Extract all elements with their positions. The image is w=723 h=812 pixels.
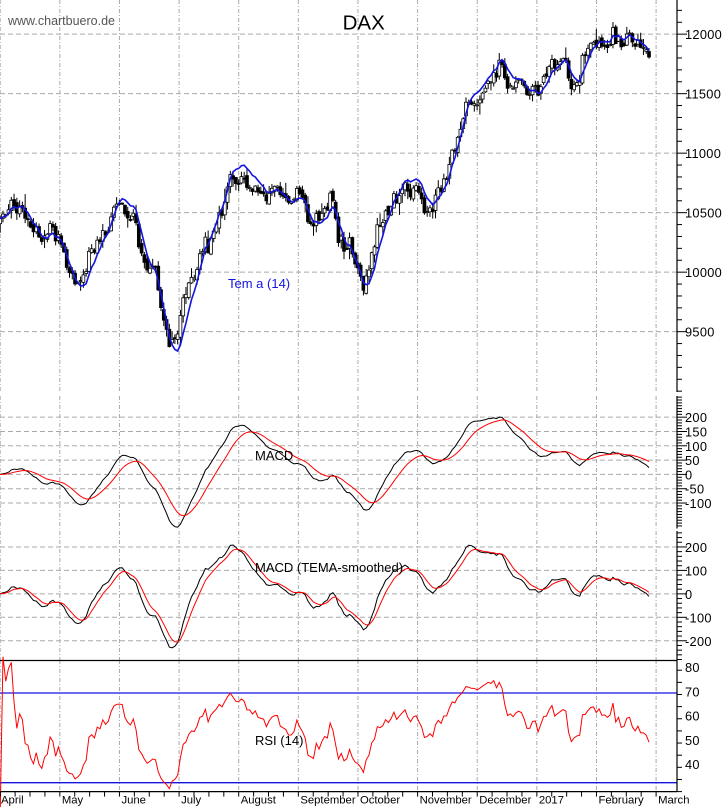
svg-text:200: 200 bbox=[685, 410, 707, 425]
svg-text:11500: 11500 bbox=[685, 87, 721, 102]
svg-text:2017: 2017 bbox=[539, 795, 564, 807]
svg-text:9500: 9500 bbox=[685, 325, 715, 340]
svg-text:70: 70 bbox=[685, 684, 700, 699]
svg-text:10500: 10500 bbox=[685, 206, 722, 221]
svg-text:December: December bbox=[479, 795, 531, 807]
svg-text:June: June bbox=[121, 795, 146, 807]
svg-text:200: 200 bbox=[685, 540, 707, 555]
svg-text:100: 100 bbox=[685, 439, 707, 454]
svg-text:October: October bbox=[360, 795, 400, 807]
svg-text:July: July bbox=[181, 795, 201, 807]
svg-text:DAX: DAX bbox=[343, 12, 385, 35]
svg-text:50: 50 bbox=[685, 453, 700, 468]
svg-text:April: April bbox=[1, 795, 24, 807]
svg-text:11000: 11000 bbox=[685, 146, 721, 161]
svg-text:September: September bbox=[300, 795, 355, 807]
svg-text:60: 60 bbox=[685, 709, 700, 724]
svg-text:-100: -100 bbox=[685, 610, 712, 625]
svg-text:-200: -200 bbox=[685, 634, 712, 649]
svg-text:MACD (TEMA-smoothed): MACD (TEMA-smoothed) bbox=[255, 560, 403, 575]
svg-text:50: 50 bbox=[685, 733, 700, 748]
svg-text:March: March bbox=[658, 795, 689, 807]
svg-text:40: 40 bbox=[685, 757, 700, 772]
svg-text:100: 100 bbox=[685, 563, 707, 578]
svg-text:August: August bbox=[241, 795, 277, 807]
svg-text:0: 0 bbox=[685, 587, 692, 602]
svg-text:12000: 12000 bbox=[685, 27, 722, 42]
svg-text:www.chartbuero.de: www.chartbuero.de bbox=[7, 14, 115, 28]
svg-text:150: 150 bbox=[685, 424, 707, 439]
svg-text:-50: -50 bbox=[685, 482, 704, 497]
svg-text:0: 0 bbox=[685, 467, 692, 482]
svg-text:-100: -100 bbox=[685, 496, 712, 511]
svg-text:Tem a (14): Tem a (14) bbox=[228, 276, 290, 291]
svg-text:MACD: MACD bbox=[255, 448, 293, 463]
svg-text:80: 80 bbox=[685, 660, 700, 675]
svg-text:RSI (14): RSI (14) bbox=[255, 733, 303, 748]
svg-text:February: February bbox=[598, 795, 644, 807]
svg-text:10000: 10000 bbox=[685, 265, 722, 280]
svg-text:May: May bbox=[62, 795, 84, 807]
svg-text:November: November bbox=[420, 795, 472, 807]
